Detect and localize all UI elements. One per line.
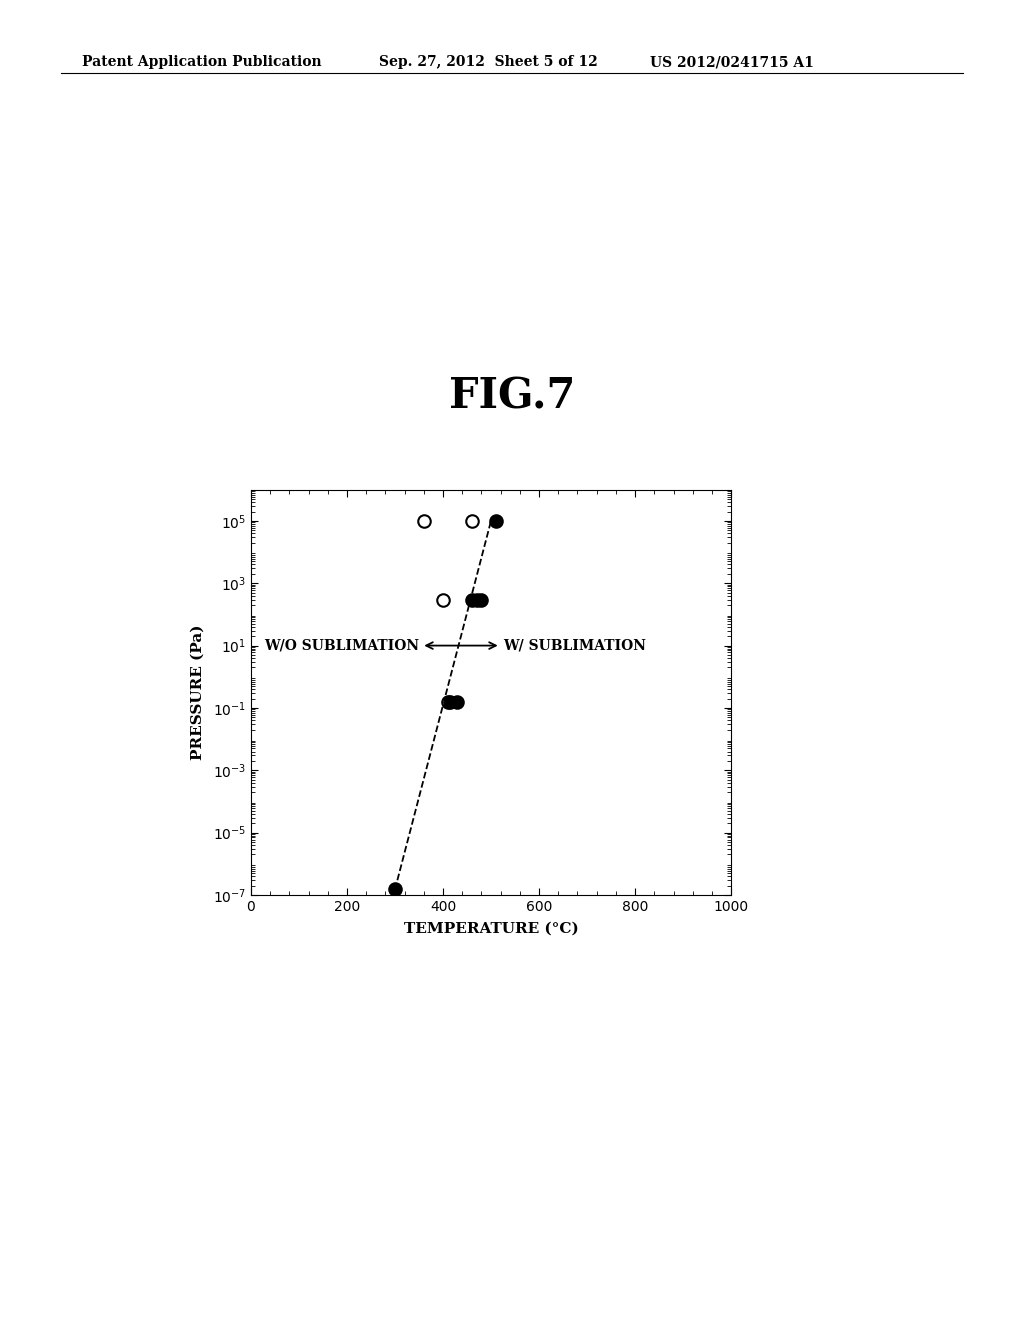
Text: Patent Application Publication: Patent Application Publication bbox=[82, 55, 322, 70]
Text: Sep. 27, 2012  Sheet 5 of 12: Sep. 27, 2012 Sheet 5 of 12 bbox=[379, 55, 598, 70]
Text: W/ SUBLIMATION: W/ SUBLIMATION bbox=[503, 639, 646, 652]
X-axis label: TEMPERATURE (°C): TEMPERATURE (°C) bbox=[403, 923, 579, 936]
Text: FIG.7: FIG.7 bbox=[449, 375, 575, 417]
Text: US 2012/0241715 A1: US 2012/0241715 A1 bbox=[650, 55, 814, 70]
Y-axis label: PRESSURE (Pa): PRESSURE (Pa) bbox=[190, 624, 205, 760]
Text: W/O SUBLIMATION: W/O SUBLIMATION bbox=[264, 639, 419, 652]
